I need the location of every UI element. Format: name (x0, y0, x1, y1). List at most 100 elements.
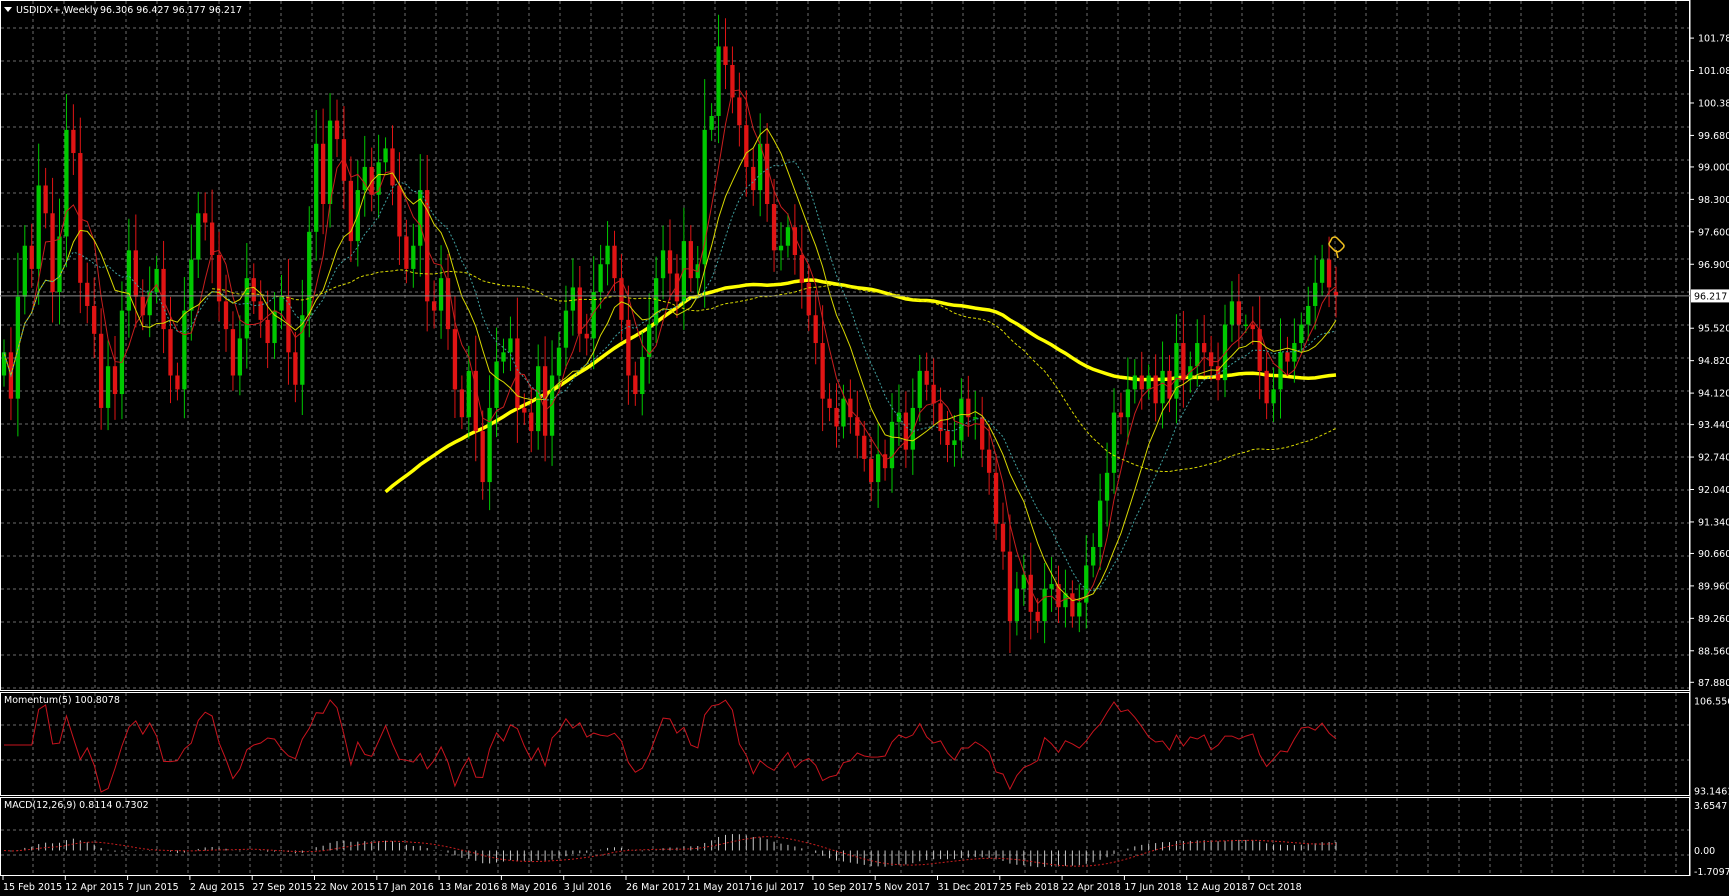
candle-body (730, 64, 735, 98)
candle-body (244, 278, 249, 339)
candle-body (1153, 375, 1158, 404)
momentum-series (4, 699, 1337, 793)
price-tick-label: 88.560 (1698, 646, 1729, 657)
macd-label: MACD(12,26,9) 0.8114 0.7302 (4, 800, 149, 811)
candle-body (258, 301, 263, 320)
candle-body (522, 407, 527, 413)
candle-body (619, 278, 624, 320)
candle-body (473, 370, 478, 432)
candle-body (966, 398, 971, 418)
candle-body (563, 310, 569, 348)
candle-body (841, 398, 846, 427)
price-tick-label: 101.780 (1698, 34, 1729, 45)
date-tick-label: 22 Apr 2018 (1062, 882, 1121, 893)
price-tick-label: 89.260 (1698, 614, 1729, 625)
candle-body (1333, 291, 1339, 296)
date-tick-label: 26 Mar 2017 (626, 882, 686, 893)
candle-body (1306, 305, 1311, 325)
hand-cursor-icon (1328, 236, 1345, 259)
candle-body (945, 431, 950, 446)
candle-body (577, 287, 582, 334)
candle-body (1091, 546, 1096, 566)
momentum-panel-frame (0, 692, 1690, 796)
candle-body (334, 120, 340, 140)
price-tick-label: 89.960 (1698, 581, 1729, 592)
candle-body (105, 366, 111, 408)
candle-body (487, 407, 492, 483)
candle-body (175, 375, 180, 390)
candle-body (1278, 352, 1283, 390)
candle-body (425, 190, 430, 302)
candle-body (119, 310, 125, 395)
momentum-tick-label: 106.5565 (1694, 696, 1729, 707)
candle-body (924, 370, 929, 385)
candle-body (1042, 588, 1047, 622)
candle-body (1104, 472, 1110, 501)
candle-body (98, 333, 104, 408)
candle-body (1118, 412, 1124, 418)
candle-body (1285, 352, 1290, 362)
candle-body (855, 417, 860, 436)
candle-body (917, 370, 922, 408)
symbol-label: USDIDX+,Weekly (16, 5, 99, 16)
candle-body (1084, 565, 1089, 603)
candle-body (1167, 370, 1172, 399)
candle-body (688, 241, 693, 279)
date-tick-label: 7 Jun 2015 (128, 882, 179, 893)
candle-body (549, 375, 555, 436)
date-tick-label: 21 May 2017 (688, 882, 750, 893)
candle-body (1271, 389, 1276, 404)
candle-body (50, 213, 55, 293)
candle-body (397, 185, 402, 237)
candle-body (660, 250, 666, 279)
candle-body (848, 398, 853, 418)
candle-body (452, 329, 458, 390)
candle-body (1000, 523, 1006, 552)
candle-body (702, 129, 707, 265)
candle-body (265, 319, 270, 344)
price-tick-label: 94.820 (1698, 356, 1729, 367)
candle-body (633, 375, 638, 395)
date-tick-label: 31 Dec 2017 (938, 882, 999, 893)
candle-body (1313, 282, 1318, 306)
date-tick-label: 15 Feb 2015 (3, 882, 62, 893)
candle-body (1181, 343, 1186, 381)
candle-body (1063, 593, 1068, 608)
candle-body (598, 264, 603, 293)
date-tick-label: 3 Jul 2016 (564, 882, 612, 893)
candle-body (1264, 370, 1269, 404)
ma-mid-line (3, 127, 1337, 602)
candle-body (230, 329, 236, 376)
candle-body (1174, 343, 1179, 399)
price-tick-label: 96.900 (1698, 260, 1729, 271)
moving-averages (3, 89, 1337, 605)
candle-body (723, 46, 728, 65)
price-tick-label: 99.000 (1698, 162, 1729, 173)
candle-body (1222, 324, 1228, 381)
date-tick-label: 13 Mar 2016 (439, 882, 499, 893)
date-tick-label: 22 Nov 2015 (315, 882, 376, 893)
candle-body (640, 356, 645, 395)
candle-body (1139, 375, 1144, 390)
symbol-dropdown-icon[interactable] (4, 7, 12, 12)
candle-body (862, 435, 867, 459)
candle-body (43, 185, 48, 214)
price-tick-label: 98.300 (1698, 195, 1729, 206)
candle-body (154, 268, 159, 293)
candle-body (591, 292, 596, 339)
price-ticks: 101.780 101.080 100.380 99.680 99.000 98.300 9… (1690, 34, 1729, 878)
candle-body (653, 278, 659, 325)
candle-body (903, 412, 909, 450)
candle-body (216, 254, 222, 302)
candle-body (605, 245, 610, 265)
macd-tick-label: 3.6547 (1694, 801, 1727, 812)
candle-body (1188, 366, 1193, 381)
candle-body (182, 310, 187, 390)
candle-body (570, 287, 576, 311)
candle-body (431, 301, 437, 311)
candle-body (1056, 584, 1061, 608)
candle-body (778, 245, 784, 251)
candle-body (223, 301, 229, 330)
current-price-value: 96.217 (1694, 291, 1727, 302)
